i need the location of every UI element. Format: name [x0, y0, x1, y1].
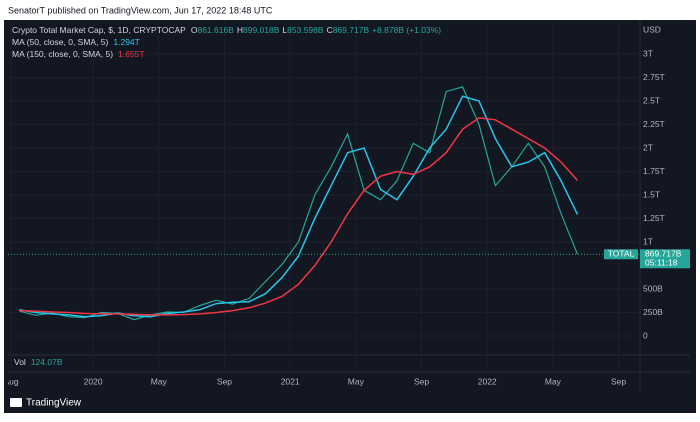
header: SenatorT published on TradingView.com, J… — [8, 5, 273, 15]
y-tick-label: 3T — [643, 48, 653, 58]
volume-legend: Vol 124.07B — [14, 357, 63, 367]
y-tick-label: 0 — [643, 330, 648, 340]
x-tick-label: 2020 — [84, 376, 103, 386]
x-tick-label: 2021 — [281, 376, 300, 386]
y-tick-label: 2.25T — [643, 119, 665, 129]
ohlc-value: 869.717B — [333, 25, 370, 35]
legend-title: Crypto Total Market Cap, $, 1D, CRYPTOCA… — [12, 25, 186, 35]
legend-name: MA (150, close, 0, SMA, 5) — [12, 49, 113, 59]
ohlc-value: 899.018B — [243, 25, 280, 35]
x-tick-label: Aug — [3, 376, 18, 386]
y-tick-label: 1T — [643, 236, 653, 246]
x-tick-label: 2022 — [478, 376, 497, 386]
y-tick-label: 250B — [643, 307, 663, 317]
price-tag-countdown: 05:11:18 — [645, 258, 678, 268]
legend-value: 1.655T — [118, 49, 144, 59]
price-tag-value: 869.717B — [645, 249, 682, 259]
series-tag-label: TOTAL — [608, 249, 635, 259]
ohlc-label: O — [191, 25, 198, 35]
chart-bg — [4, 20, 696, 413]
ohlc-label: C — [327, 25, 333, 35]
ohlc-label: H — [237, 25, 243, 35]
volume-value: 124.07B — [31, 357, 63, 367]
y-tick-label: 2T — [643, 142, 653, 152]
x-tick-label: Sep — [611, 376, 626, 386]
change: +8.878B (+1.03%) — [372, 25, 441, 35]
legend-name: MA (50, close, 0, SMA, 5) — [12, 37, 109, 47]
y-tick-label: 2.75T — [643, 72, 665, 82]
y-tick-label: 1.25T — [643, 213, 665, 223]
price-tag — [640, 249, 690, 269]
y-tick-label: 500B — [643, 283, 663, 293]
x-tick-label: May — [151, 376, 168, 386]
volume-label: Vol — [14, 357, 26, 367]
x-tick-label: May — [545, 376, 562, 386]
legend-row: MA (150, close, 0, SMA, 5) 1.655T — [12, 49, 145, 59]
logo — [10, 398, 22, 407]
y-tick-label: 1.75T — [643, 166, 665, 176]
y-unit: USD — [643, 24, 661, 34]
x-tick-label: May — [348, 376, 365, 386]
ohlc-value: 853.598B — [287, 25, 324, 35]
x-tick-label: Sep — [414, 376, 429, 386]
y-tick-label: 1.5T — [643, 189, 660, 199]
legend-row: MA (50, close, 0, SMA, 5) 1.294T — [12, 37, 140, 47]
series-tag — [604, 249, 638, 260]
ohlc-value: 861.616B — [197, 25, 234, 35]
ohlc-label: L — [282, 25, 287, 35]
footer-brand: TradingView — [26, 398, 82, 409]
y-tick-label: 2.5T — [643, 95, 660, 105]
x-tick-label: Sep — [217, 376, 232, 386]
legend-row: Crypto Total Market Cap, $, 1D, CRYPTOCA… — [12, 25, 441, 35]
ma-line — [19, 117, 579, 316]
legend-value: 1.294T — [113, 37, 139, 47]
